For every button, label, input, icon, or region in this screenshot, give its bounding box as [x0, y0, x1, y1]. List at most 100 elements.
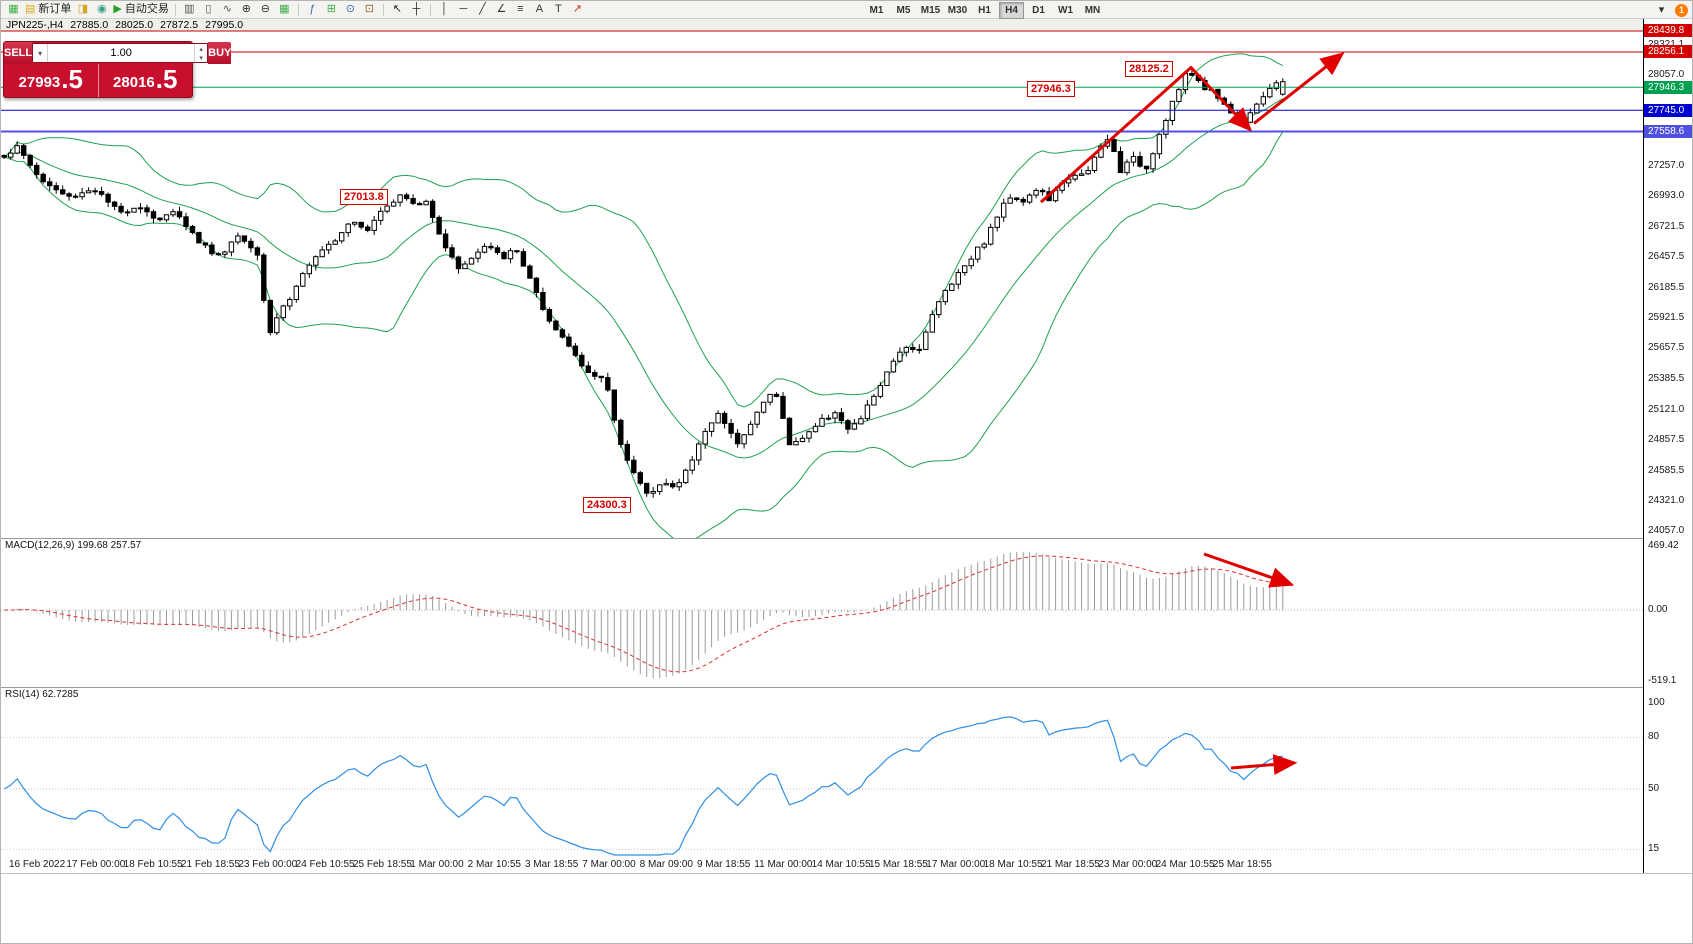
vertical-line-icon[interactable]: │	[440, 3, 448, 15]
label-icon[interactable]: T	[555, 3, 562, 15]
time-label: 1 Mar 00:00	[410, 859, 464, 870]
time-label: 25 Feb 18:55	[352, 859, 412, 870]
new-chart-icon[interactable]: ▦	[8, 3, 19, 15]
price-axis[interactable]: 28321.1 28057.0 27257.0 26993.0 26721.5 26457…	[1644, 19, 1692, 873]
trend-arrow[interactable]	[1253, 52, 1345, 125]
text-icon[interactable]: A	[535, 3, 544, 15]
period-icon[interactable]: ⊙	[345, 3, 355, 15]
time-label: 14 Mar 10:55	[811, 859, 871, 870]
trend-arrow[interactable]	[1039, 66, 1253, 204]
macd-panel-canvas[interactable]	[1, 538, 1643, 687]
rsi-panel-canvas[interactable]	[1, 687, 1643, 857]
time-label: 2 Mar 10:55	[467, 859, 521, 870]
candlestick-icon[interactable]: ▯	[205, 3, 212, 15]
template-icon[interactable]: ⊡	[364, 3, 374, 15]
horizontal-line-icon[interactable]: ─	[459, 3, 468, 15]
ohlc-close: 27995.0	[205, 19, 244, 31]
indicators-icon[interactable]: ƒ	[309, 3, 316, 15]
time-label: 18 Mar 10:55	[983, 859, 1043, 870]
time-label: 23 Mar 00:00	[1098, 859, 1158, 870]
bar-chart-icon[interactable]: ▥	[184, 3, 195, 15]
buy-price[interactable]: 28016.5	[99, 64, 193, 97]
autotrade-button[interactable]: ▶ 自动交易	[113, 3, 169, 15]
price-tick: 26457.5	[1648, 251, 1685, 263]
price-tick: 25921.5	[1648, 312, 1685, 324]
market-depth-icon[interactable]: ◨	[77, 3, 89, 15]
angle-trendline-icon[interactable]: ∠	[496, 3, 507, 15]
price-chart-canvas[interactable]	[1, 19, 1643, 538]
time-label: 7 Mar 00:00	[582, 859, 636, 870]
macd-axis-label: 0.00	[1648, 604, 1668, 616]
time-label: 17 Feb 00:00	[66, 859, 126, 870]
ohlc-open: 27885.0	[70, 19, 109, 31]
candles	[1, 68, 1286, 498]
zoom-out-icon[interactable]: ⊖	[260, 3, 270, 15]
rsi-axis-label: 100	[1648, 697, 1665, 708]
trendline-icon[interactable]: ╱	[479, 3, 486, 15]
channel-icon[interactable]: ≡	[517, 3, 524, 15]
arrow-draw-icon[interactable]: ↗	[572, 3, 582, 15]
price-tag: 27558.6	[1644, 125, 1692, 138]
buy-button[interactable]: BUY	[208, 42, 232, 64]
sell-button[interactable]: SELL	[4, 42, 33, 64]
price-tick: 25385.5	[1648, 373, 1685, 385]
volume-dropdown-icon[interactable]: ▾	[33, 44, 49, 62]
toolbar: ▦ ▤ 新订单 ◨ ◉ ▶ 自动交易 ▥ ▯ ∿ ⊕ ⊖ ▦ ƒ ⊞ ⊙ ⊡ ↖ ┼ │ ─ ╱ ∠ ≡ A T ↗ M1 M5 M15…	[1, 1, 1692, 19]
chart-dropdown-icon[interactable]: ▾	[1658, 3, 1665, 16]
sell-price-frac: .5	[61, 64, 83, 94]
volume-down-icon[interactable]: ▾	[199, 54, 203, 62]
tile-windows-icon[interactable]: ▦	[279, 3, 290, 15]
timeframe-w1[interactable]: W1	[1058, 4, 1073, 16]
price-tick: 25121.0	[1648, 403, 1685, 415]
macd-axis-label: 469.42	[1648, 540, 1679, 551]
symbol-timeframe: JPN225-,H4	[6, 19, 64, 31]
price-tag: 28439.8	[1644, 24, 1692, 38]
volume-control: ▾ ▴▾	[32, 43, 209, 63]
new-order-button[interactable]: ▤ 新订单	[25, 3, 72, 15]
cursor-icon[interactable]: ↖	[392, 3, 402, 15]
bollinger-lower-band	[4, 131, 1284, 538]
timeframe-m1[interactable]: M1	[869, 4, 884, 16]
timeframe-m15[interactable]: M15	[920, 4, 941, 16]
volume-input[interactable]	[48, 44, 195, 62]
price-annotation-label[interactable]: 28125.2	[1125, 61, 1173, 77]
chart-window: JPN225-,H4 27885.0 28025.0 27872.5 27995.0 M…	[1, 19, 1692, 943]
time-label: 24 Mar 10:55	[1155, 859, 1215, 870]
sell-price[interactable]: 27993.5	[4, 64, 99, 97]
price-annotation-label[interactable]: 24300.3	[583, 497, 631, 513]
toolbar-separator	[297, 3, 299, 16]
timeframe-h4[interactable]: H4	[999, 1, 1024, 19]
crosshair-icon[interactable]: ┼	[412, 3, 421, 15]
price-annotation-label[interactable]: 27946.3	[1027, 81, 1075, 97]
macd-histogram	[10, 551, 1284, 679]
time-axis[interactable]: 16 Feb 2022 17 Feb 00:00 18 Feb 10:55 21 Fe…	[1, 857, 1643, 873]
timeframe-m5[interactable]: M5	[896, 4, 911, 16]
price-annotation-label[interactable]: 27013.8	[340, 189, 388, 205]
zoom-in-icon[interactable]: ⊕	[241, 3, 251, 15]
toolbar-left-groups: ▦ ▤ 新订单 ◨ ◉ ▶ 自动交易 ▥ ▯ ∿ ⊕ ⊖ ▦ ƒ ⊞ ⊙ ⊡ ↖ ┼ │ ─ ╱ ∠ ≡ A T ↗	[4, 1, 587, 18]
toolbar-right: ▾ 1	[1652, 2, 1688, 18]
timeframe-mn[interactable]: MN	[1084, 4, 1101, 16]
price-tag: 27946.3	[1644, 80, 1692, 94]
time-label: 25 Mar 18:55	[1212, 859, 1272, 870]
price-tick: 24857.5	[1648, 433, 1685, 445]
price-tag: 28256.1	[1644, 45, 1692, 59]
toolbar-separator	[174, 3, 176, 16]
timeframe-h1[interactable]: H1	[978, 4, 991, 16]
line-chart-icon[interactable]: ∿	[222, 3, 232, 15]
price-tick: 28057.0	[1648, 68, 1685, 80]
add-indicator-icon[interactable]: ⊞	[326, 3, 336, 15]
timeframe-m30[interactable]: M30	[947, 4, 968, 16]
price-tick: 26185.5	[1648, 282, 1685, 294]
price-tick: 27257.0	[1648, 159, 1685, 171]
metaeditor-icon[interactable]: ◉	[97, 3, 107, 15]
timeframe-d1[interactable]: D1	[1032, 4, 1045, 16]
time-label: 18 Feb 10:55	[123, 859, 183, 870]
time-label: 21 Mar 18:55	[1040, 859, 1100, 870]
price-tag: 27745.0	[1644, 103, 1692, 117]
volume-up-icon[interactable]: ▴	[199, 45, 203, 53]
notification-badge[interactable]: 1	[1675, 3, 1688, 17]
bollinger-upper-band	[3, 53, 1284, 408]
bollinger-middle-band	[4, 98, 1284, 459]
